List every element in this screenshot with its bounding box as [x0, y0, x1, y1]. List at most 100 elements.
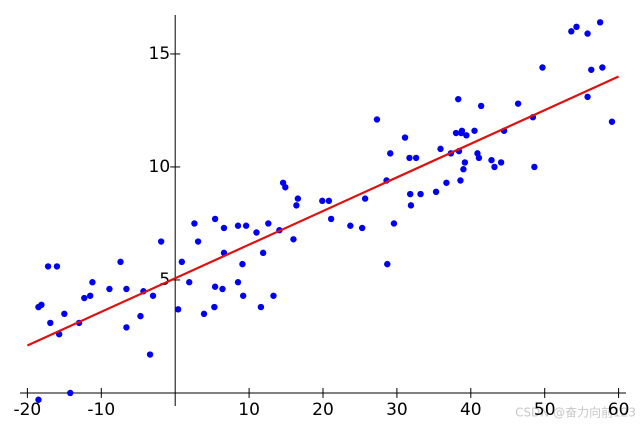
x-tick-label: -10 [87, 400, 115, 420]
x-tick-label: 40 [460, 400, 482, 420]
y-tick-label: 5 [159, 270, 170, 290]
point [327, 215, 335, 223]
point [491, 163, 498, 171]
point [106, 285, 113, 293]
point [270, 292, 277, 299]
point [87, 292, 94, 299]
point [234, 279, 242, 286]
x-tick-label: -20 [13, 400, 41, 420]
point [282, 184, 289, 191]
point [239, 292, 247, 299]
point [191, 220, 198, 227]
point [123, 324, 130, 331]
y-tick-label: 10 [149, 157, 171, 177]
watermark: CSDN @奋力向前123 [515, 405, 636, 420]
fit-line [26, 75, 620, 347]
point [358, 224, 366, 232]
point [157, 238, 165, 245]
point [361, 195, 369, 202]
point [460, 166, 467, 173]
point [514, 100, 522, 107]
point [294, 195, 302, 202]
point [461, 159, 469, 166]
point [137, 312, 144, 320]
point [497, 159, 505, 166]
point [174, 306, 182, 313]
point [599, 64, 606, 71]
point [265, 220, 272, 227]
point [531, 163, 538, 171]
point [146, 351, 154, 358]
point [373, 116, 381, 123]
point [44, 263, 52, 270]
point [406, 154, 413, 162]
point [47, 319, 54, 327]
point [219, 285, 226, 293]
point [452, 129, 460, 137]
point [220, 224, 228, 232]
point [455, 95, 462, 103]
point [475, 154, 483, 162]
point [539, 64, 546, 71]
point [417, 190, 424, 198]
point [390, 220, 398, 227]
point [149, 292, 157, 299]
point [568, 28, 575, 35]
point [387, 150, 394, 157]
point [347, 222, 354, 229]
point [259, 249, 267, 257]
y-tick-label: 15 [149, 44, 171, 64]
point [443, 179, 450, 186]
point [211, 215, 219, 223]
point [194, 238, 202, 245]
point [488, 156, 495, 164]
point [117, 258, 124, 266]
point [178, 258, 186, 266]
point [412, 154, 420, 162]
point [211, 303, 218, 311]
point [437, 145, 444, 153]
point [319, 197, 326, 205]
point [293, 202, 300, 209]
point [89, 279, 96, 286]
point [573, 23, 580, 31]
point [463, 132, 470, 139]
point [200, 310, 208, 318]
point [290, 236, 297, 243]
point [257, 303, 265, 311]
point [35, 396, 42, 403]
point [211, 283, 219, 290]
point [242, 222, 250, 229]
point [588, 66, 595, 73]
point [407, 202, 415, 209]
point [384, 260, 391, 268]
x-tick-label: 50 [534, 400, 556, 420]
point [608, 118, 616, 125]
x-tick-label: 20 [312, 400, 334, 420]
point [239, 260, 246, 268]
point [596, 19, 604, 26]
point [477, 102, 485, 110]
point [407, 190, 414, 198]
point [67, 389, 74, 397]
x-tick-label: 10 [238, 400, 260, 420]
point [471, 127, 478, 134]
point [38, 301, 45, 309]
point [432, 188, 440, 196]
point [234, 222, 242, 229]
point [53, 263, 61, 270]
x-tick-label: 30 [386, 400, 408, 420]
point [457, 177, 464, 184]
point [458, 127, 466, 134]
point [253, 229, 260, 236]
point [61, 310, 68, 318]
point [401, 134, 409, 141]
point [584, 30, 591, 37]
point [584, 93, 591, 101]
point [325, 197, 333, 205]
point [123, 285, 130, 293]
point [81, 294, 88, 302]
x-tick-label: 60 [608, 400, 630, 420]
point [186, 279, 193, 286]
